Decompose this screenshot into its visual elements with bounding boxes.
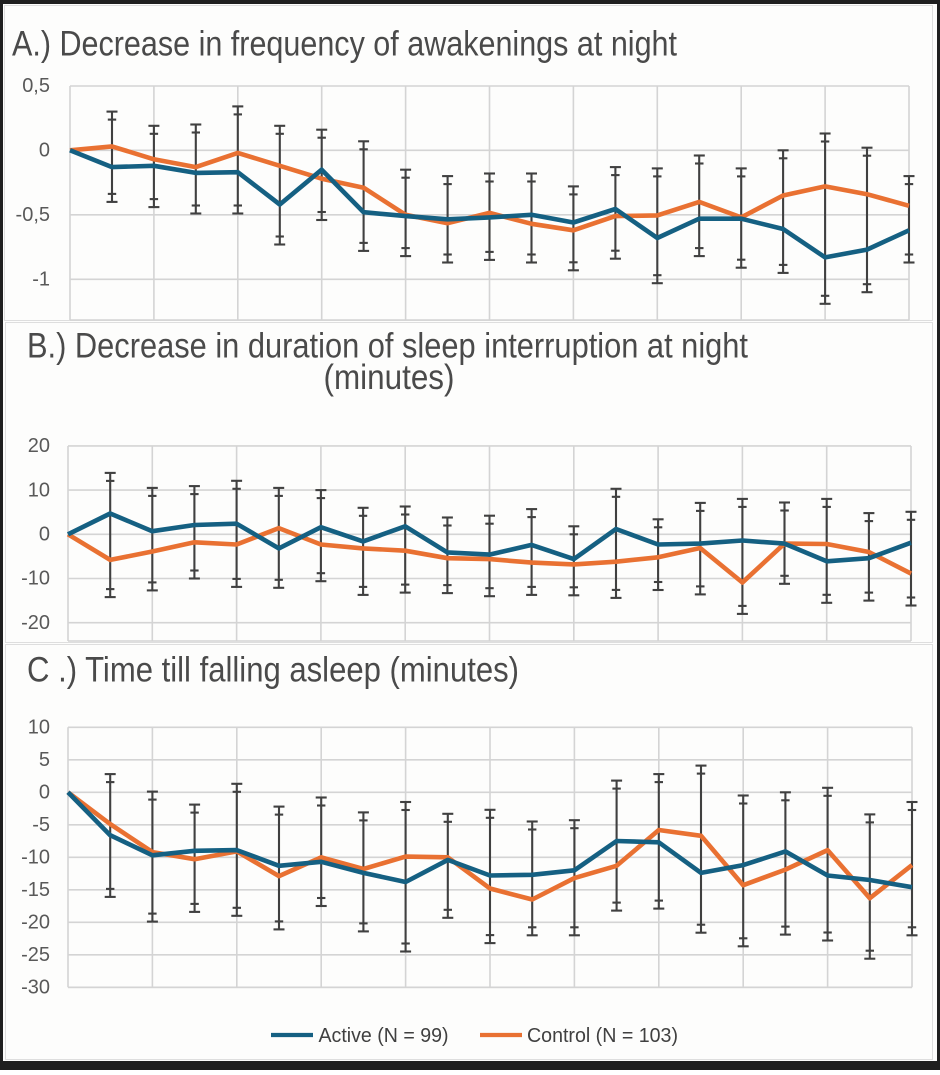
svg-text:-0,5: -0,5 — [16, 204, 50, 226]
svg-text:-20: -20 — [21, 912, 50, 934]
svg-text:-10: -10 — [21, 847, 50, 869]
svg-text:B.) Decrease in duration of sl: B.) Decrease in duration of sleep interr… — [27, 327, 748, 366]
svg-text:-1: -1 — [32, 269, 50, 291]
svg-text:10: 10 — [28, 479, 50, 501]
svg-text:20: 20 — [28, 435, 50, 457]
svg-text:0: 0 — [39, 140, 50, 162]
svg-text:C .) Time till falling asleep: C .) Time till falling asleep (minutes) — [27, 651, 519, 690]
svg-text:0: 0 — [39, 782, 50, 804]
svg-text:(minutes): (minutes) — [324, 358, 455, 397]
svg-text:-20: -20 — [21, 612, 50, 634]
svg-text:Control (N = 103): Control (N = 103) — [527, 1025, 678, 1047]
svg-text:Active (N = 99): Active (N = 99) — [319, 1025, 449, 1047]
svg-text:-10: -10 — [21, 568, 50, 590]
svg-text:A.) Decrease in frequency of a: A.) Decrease in frequency of awakenings … — [12, 25, 677, 64]
svg-text:0,5: 0,5 — [22, 75, 50, 97]
svg-text:-5: -5 — [32, 814, 50, 836]
svg-text:-30: -30 — [21, 977, 50, 999]
svg-text:-15: -15 — [21, 879, 50, 901]
svg-text:5: 5 — [39, 749, 50, 771]
svg-text:-25: -25 — [21, 944, 50, 966]
svg-text:10: 10 — [28, 717, 50, 739]
svg-text:0: 0 — [39, 524, 50, 546]
